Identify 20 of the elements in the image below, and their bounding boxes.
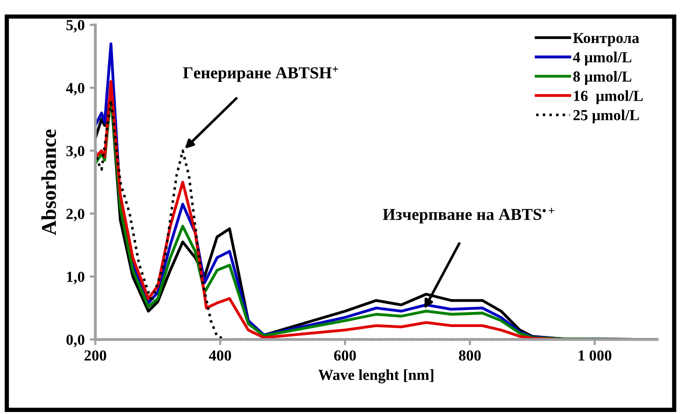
y-tick-label: 2,0	[66, 208, 84, 222]
x-tick-label: 600	[334, 350, 356, 361]
legend-label: 8 μmol/L	[573, 70, 632, 85]
annotation: Генериране ABTSH$^{+}$	[183, 66, 338, 82]
y-tick-label: 3,0	[66, 146, 84, 158]
y-tick-label: 0,0	[66, 334, 84, 348]
legend-label: 25 μmol/L	[573, 110, 639, 124]
legend-label: Контрола	[573, 32, 640, 46]
y-tick-label: 5,0	[66, 20, 84, 33]
legend-label: 16 μmol/L	[574, 90, 643, 104]
legend-label: 4 μmol/L	[573, 52, 632, 66]
x-tick-label: 800	[458, 350, 481, 361]
x-tick-label: 1 000	[578, 350, 612, 361]
y-tick-label: 4,0	[66, 82, 84, 96]
y-tick-label: 1,0	[67, 272, 84, 284]
x-tick-label: 200	[84, 350, 106, 361]
x-tick-label: 400	[208, 350, 232, 361]
annotation: Изчерпване на ABTS$^{•+}$	[382, 208, 554, 224]
x-axis-title: Wave lenght [nm]	[318, 369, 434, 384]
y-axis-title: Absorbance	[41, 129, 56, 236]
